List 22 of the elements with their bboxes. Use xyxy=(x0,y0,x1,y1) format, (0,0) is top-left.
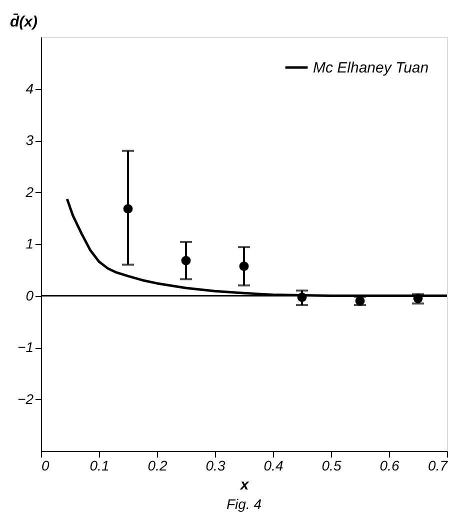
legend-label: Mc Elhaney Tuan xyxy=(313,60,429,76)
caption: Fig. 4 xyxy=(226,496,262,512)
x-tick-label: 0.2 xyxy=(148,458,168,474)
x-tick-label: 0.5 xyxy=(322,458,342,474)
x-tick-label: 0.4 xyxy=(264,458,284,474)
y-tick-label: 4 xyxy=(26,80,34,96)
point xyxy=(239,262,249,271)
point xyxy=(181,256,191,266)
y-tick-label: 1 xyxy=(26,236,34,252)
x-tick-label: 0.7 xyxy=(428,458,449,474)
point xyxy=(123,204,133,214)
x-tick-label: 0.1 xyxy=(90,458,110,474)
x-axis-title: x xyxy=(239,476,250,494)
x-tick-label: 0 xyxy=(42,458,50,474)
x-tick-label: 0.3 xyxy=(206,458,226,474)
y-tick-label: 0 xyxy=(26,287,34,304)
x-tick-label: 0.6 xyxy=(380,458,400,474)
y-tick-label: 3 xyxy=(26,132,34,148)
y-tick-label: −1 xyxy=(18,339,34,355)
y-tick-label: 2 xyxy=(24,184,34,200)
y-axis-title: d̄(x) xyxy=(10,14,38,30)
y-tick-label: −2 xyxy=(18,390,34,407)
